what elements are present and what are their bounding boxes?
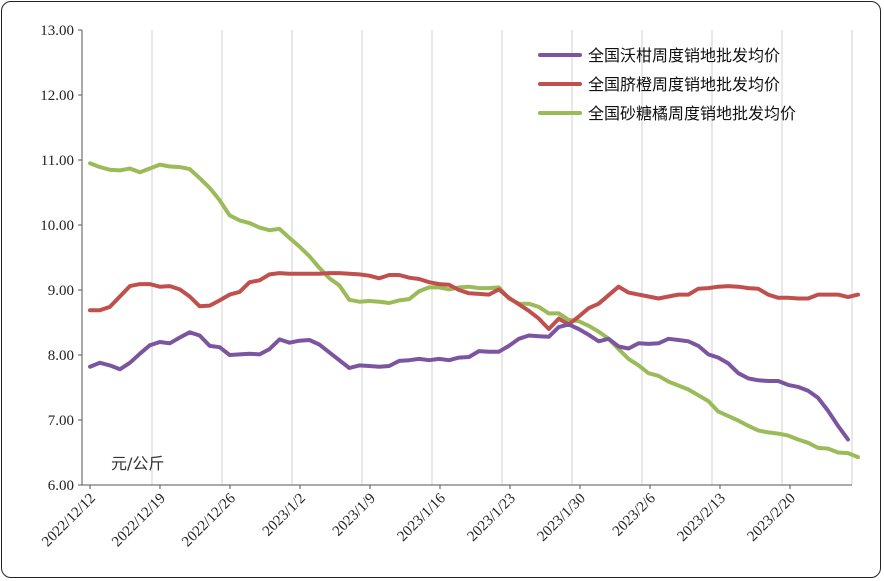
x-tick-label: 2023/2/13 xyxy=(674,491,728,545)
x-tick-label: 2022/12/12 xyxy=(39,491,99,551)
series-lines xyxy=(88,161,860,460)
unit-label: 元/公斤 xyxy=(111,454,164,473)
y-tick-label: 12.00 xyxy=(40,88,74,104)
x-tick-label: 2023/1/23 xyxy=(464,491,518,545)
legend-label-0: 全国沃柑周度销地批发均价 xyxy=(588,46,780,65)
x-tick-label: 2023/2/6 xyxy=(610,490,659,539)
y-tick-label: 10.00 xyxy=(40,218,74,234)
y-tick-label: 9.00 xyxy=(48,283,74,299)
x-tick-label: 2022/12/19 xyxy=(109,491,169,551)
series-line-0 xyxy=(88,322,850,442)
legend-label-1: 全国脐橙周度销地批发均价 xyxy=(588,75,780,94)
y-tick-label: 11.00 xyxy=(41,153,74,169)
y-tick-label: 6.00 xyxy=(48,478,74,494)
y-tick-label: 13.00 xyxy=(40,23,74,39)
x-tick-label: 2023/1/30 xyxy=(534,491,588,545)
series-line-2 xyxy=(88,161,860,460)
x-tick-label: 2023/1/9 xyxy=(330,491,379,540)
y-tick-label: 7.00 xyxy=(48,413,74,429)
x-tick-label: 2022/12/26 xyxy=(179,490,239,550)
legend-label-2: 全国砂糖橘周度销地批发均价 xyxy=(588,104,796,123)
grid-lines xyxy=(151,30,853,485)
x-tick-label: 2023/1/16 xyxy=(394,490,449,545)
x-tick-label: 2023/2/20 xyxy=(744,491,798,545)
x-tick-label: 2023/1/2 xyxy=(260,491,309,540)
series-line-1 xyxy=(88,271,860,331)
y-tick-label: 8.00 xyxy=(48,348,74,364)
